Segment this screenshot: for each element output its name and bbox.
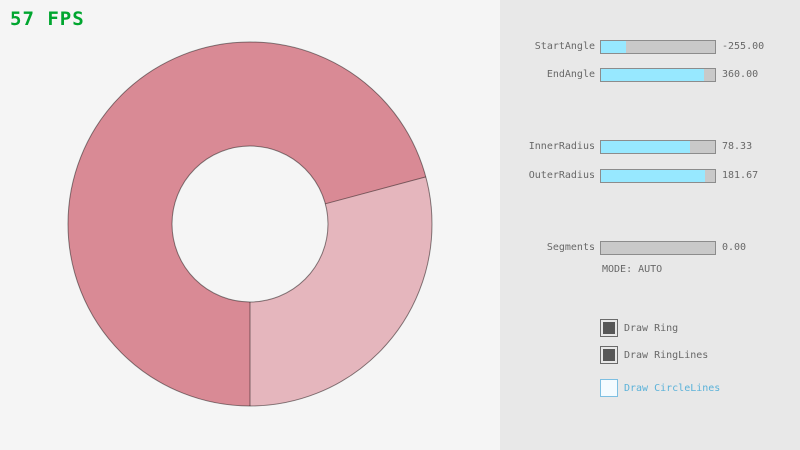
- draw-ring-row[interactable]: Draw Ring: [600, 319, 678, 337]
- start-angle-value: -255.00: [722, 41, 765, 52]
- mode-label: MODE: AUTO: [602, 264, 663, 275]
- outer-radius-slider-fill: [601, 170, 705, 182]
- inner-radius-row: InnerRadius 78.33: [500, 140, 800, 154]
- end-angle-slider[interactable]: [600, 68, 716, 82]
- draw-circlelines-row[interactable]: Draw CircleLines: [600, 379, 720, 397]
- ring-overlap-sector: [250, 176, 433, 407]
- start-angle-slider[interactable]: [600, 40, 716, 54]
- ring-graphic: [67, 41, 433, 407]
- end-angle-slider-fill: [601, 69, 704, 81]
- segments-row: Segments 0.00: [500, 241, 800, 255]
- ring-canvas: 57 FPS: [10, 8, 433, 407]
- inner-radius-value: 78.33: [722, 141, 753, 152]
- draw-ring-checkbox[interactable]: [600, 319, 618, 337]
- start-angle-slider-fill: [601, 41, 626, 53]
- start-angle-row: StartAngle -255.00: [500, 40, 800, 54]
- draw-ringlines-row[interactable]: Draw RingLines: [600, 346, 708, 364]
- end-angle-row: EndAngle 360.00: [500, 68, 800, 82]
- draw-circlelines-label: Draw CircleLines: [624, 382, 721, 394]
- draw-ringlines-checkbox[interactable]: [600, 346, 618, 364]
- outer-radius-label: OuterRadius: [528, 170, 595, 181]
- inner-radius-slider-fill: [601, 141, 691, 153]
- draw-circlelines-checkbox[interactable]: [600, 379, 618, 397]
- ring-inner-line: [171, 145, 329, 303]
- draw-ringlines-label: Draw RingLines: [624, 349, 709, 361]
- outer-radius-slider[interactable]: [600, 169, 716, 183]
- segments-label: Segments: [546, 242, 595, 253]
- controls-panel: StartAngle -255.00 EndAngle 360.00 Inner…: [500, 0, 800, 450]
- inner-radius-slider[interactable]: [600, 140, 716, 154]
- inner-radius-label: InnerRadius: [528, 141, 595, 152]
- start-angle-label: StartAngle: [534, 41, 595, 52]
- end-angle-value: 360.00: [722, 69, 759, 80]
- ring-outer-line: [67, 41, 433, 407]
- ring-sector-line-right: [325, 176, 426, 205]
- segments-value: 0.00: [722, 242, 747, 253]
- outer-radius-value: 181.67: [722, 170, 759, 181]
- segments-slider[interactable]: [600, 241, 716, 255]
- outer-radius-row: OuterRadius 181.67: [500, 169, 800, 183]
- end-angle-label: EndAngle: [546, 69, 595, 80]
- fps-counter: 57 FPS: [10, 8, 85, 30]
- draw-ring-label: Draw Ring: [624, 322, 679, 334]
